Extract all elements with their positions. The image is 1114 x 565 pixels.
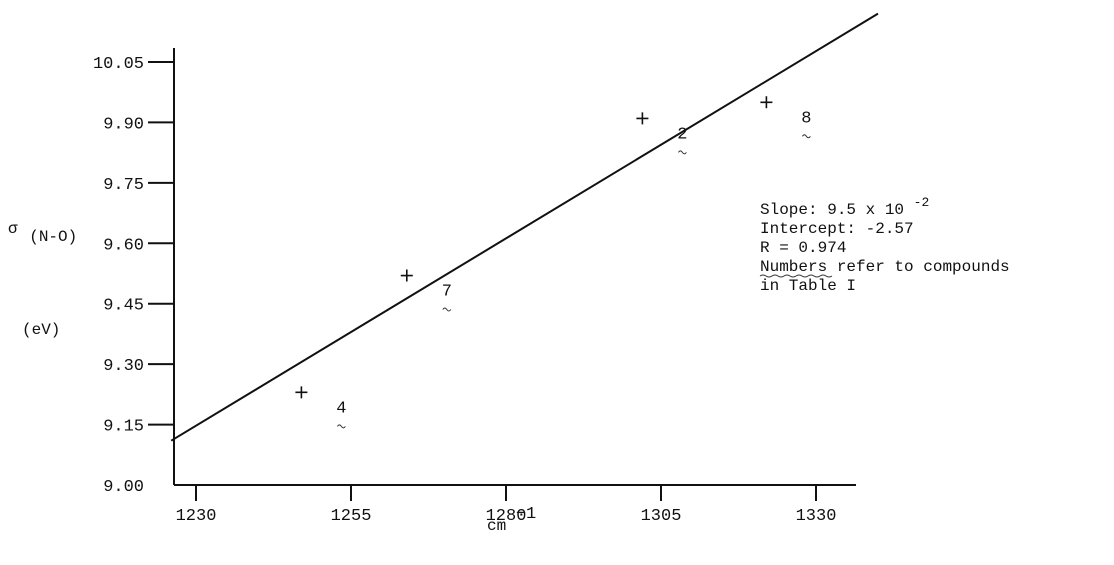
note-rest: refer to compounds xyxy=(827,258,1009,276)
x-tick-label: 1280 xyxy=(486,507,527,526)
data-point xyxy=(636,112,649,125)
y-tick-label: 9.45 xyxy=(103,297,144,316)
y-tick-label: 9.60 xyxy=(103,236,144,255)
fit-annotation: Slope: 9.5 x 10 -2 Intercept: -2.57 R = … xyxy=(759,195,1010,295)
data-point xyxy=(400,269,413,282)
slope-prefix: Slope: 9.5 x 10 xyxy=(760,201,904,219)
y-tick-label: 9.30 xyxy=(103,357,144,376)
x-axis-superscript: −1 xyxy=(516,505,536,524)
y-tick-label: 10.05 xyxy=(93,55,144,74)
fit-line xyxy=(170,12,879,442)
note-line2: in Table I xyxy=(760,277,856,295)
y-tick-label: 9.15 xyxy=(103,418,144,437)
note-text: Numbers refer to compounds xyxy=(760,258,1010,276)
data-point xyxy=(760,96,773,109)
slope-text: Slope: 9.5 x 10 -2 xyxy=(760,195,929,219)
y-axis-unit: (eV) xyxy=(22,321,60,339)
point-label: 4 xyxy=(336,399,346,418)
note-underlined: Numbers xyxy=(760,258,827,276)
x-tick-label: 1255 xyxy=(331,507,372,526)
y-axis-symbol: σ xyxy=(8,220,18,238)
r-value-text: R = 0.974 xyxy=(760,239,846,257)
point-label-tilde xyxy=(677,150,687,155)
point-label-tilde xyxy=(442,307,452,312)
y-tick-label: 9.90 xyxy=(103,115,144,134)
x-axis-label: cm −1 xyxy=(487,505,536,535)
note-underline-wave xyxy=(759,274,833,278)
x-axis-unit: cm xyxy=(487,517,506,535)
y-axis-subscript: (N-O) xyxy=(29,228,77,246)
y-tick-label: 9.00 xyxy=(103,478,144,497)
point-label-tilde xyxy=(336,424,346,429)
data-point xyxy=(295,386,308,399)
point-label: 2 xyxy=(677,125,687,144)
point-label: 8 xyxy=(801,109,811,128)
y-tick-label: 9.75 xyxy=(103,176,144,195)
y-axis-label: σ (N-O) xyxy=(8,220,77,246)
x-tick-label: 1305 xyxy=(641,507,682,526)
point-label-tilde xyxy=(801,134,811,139)
x-tick-label: 1330 xyxy=(796,507,837,526)
intercept-text: Intercept: -2.57 xyxy=(760,220,914,238)
x-tick-label: 1230 xyxy=(176,507,217,526)
plot-area: 9.00 9.15 9.30 9.45 9.60 9.75 9.90 10.05 1230 125… xyxy=(93,12,879,526)
slope-exponent: -2 xyxy=(914,195,930,210)
point-label: 7 xyxy=(442,283,452,302)
